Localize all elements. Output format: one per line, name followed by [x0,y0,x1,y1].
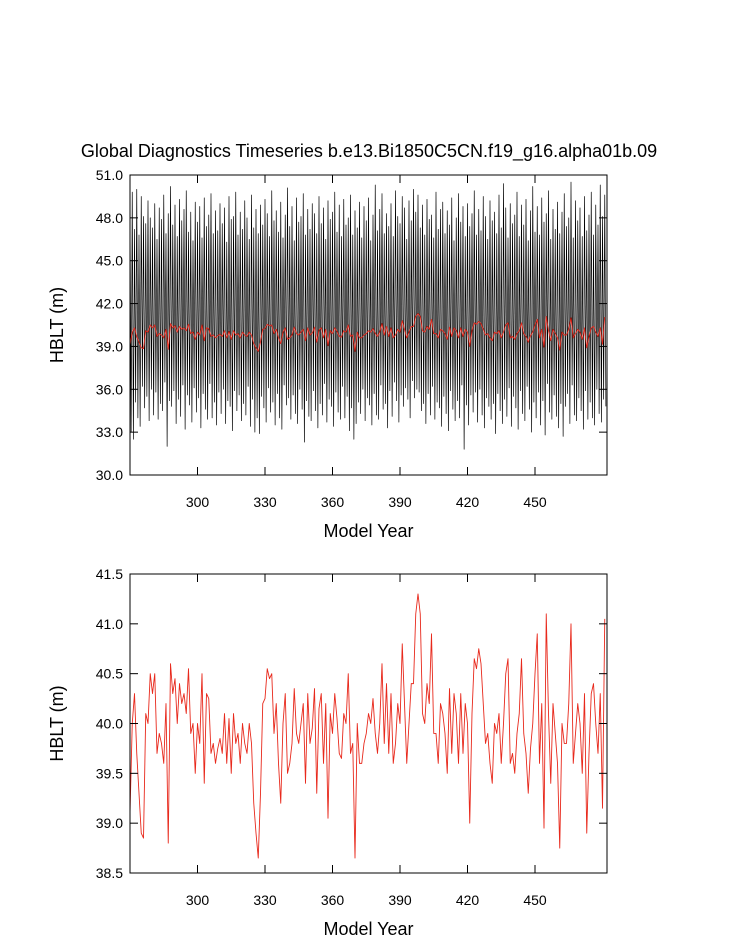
data-line [129,181,607,450]
x-tick-label: 360 [321,892,345,908]
y-tick-label: 38.5 [96,865,123,881]
y-tick-label: 41.5 [96,566,123,582]
y-axis-label: HBLT (m) [47,287,67,363]
y-tick-label: 39.5 [96,765,123,781]
plot-frame [129,174,608,476]
data-line [129,313,606,352]
x-tick-label: 390 [388,494,412,510]
x-tick-label: 360 [321,494,345,510]
y-tick-label: 40.5 [96,666,123,682]
y-tick-label: 42.0 [96,296,123,312]
y-tick-label: 41.0 [96,616,123,632]
x-tick-label: 420 [456,892,480,908]
y-tick-label: 39.0 [96,815,123,831]
y-tick-label: 30.0 [96,467,123,483]
x-tick-label: 300 [186,494,210,510]
y-tick-label: 39.0 [96,338,123,354]
x-tick-label: 420 [456,494,480,510]
x-tick-label: 450 [523,494,547,510]
y-tick-label: 51.0 [96,167,123,183]
x-axis-label: Model Year [323,919,413,939]
x-tick-label: 390 [388,892,412,908]
y-tick-label: 33.0 [96,424,123,440]
data-line [129,593,606,859]
x-tick-label: 450 [523,892,547,908]
y-tick-label: 48.0 [96,210,123,226]
x-tick-label: 300 [186,892,210,908]
y-tick-label: 36.0 [96,381,123,397]
y-axis-label: HBLT (m) [47,685,67,761]
x-tick-label: 330 [253,494,277,510]
plot-frame [129,573,608,874]
x-tick-label: 330 [253,892,277,908]
y-tick-label: 40.0 [96,716,123,732]
x-axis-label: Model Year [323,521,413,541]
chart-title: Global Diagnostics Timeseries b.e13.Bi18… [81,141,657,162]
y-tick-label: 45.0 [96,253,123,269]
